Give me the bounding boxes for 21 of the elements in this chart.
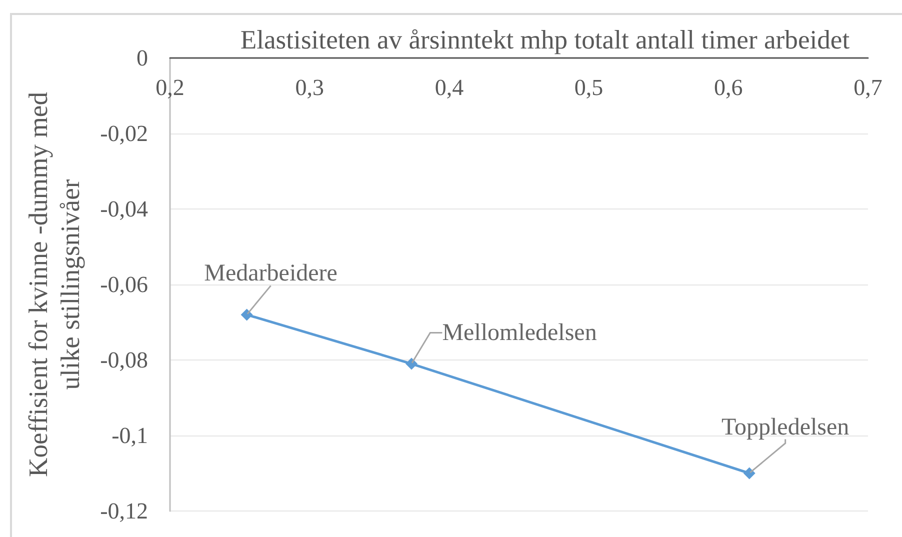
x-axis-title: Elastisiteten av årsinntekt mhp totalt antall timer arbeidet bbox=[240, 24, 850, 55]
x-tick-label: 0,4 bbox=[434, 75, 464, 100]
point bbox=[406, 358, 418, 370]
y-tick-label: -0,1 bbox=[112, 423, 148, 448]
y-tick-label: -0,04 bbox=[100, 196, 148, 222]
y-tick-label: -0,12 bbox=[100, 498, 148, 524]
x-tick-label: 0,2 bbox=[156, 75, 184, 100]
y-tick-label: -0,06 bbox=[100, 272, 148, 297]
point bbox=[743, 467, 756, 480]
x-tick-label: 0,7 bbox=[854, 75, 882, 100]
x-tick-label: 0,3 bbox=[295, 75, 324, 100]
x-tick-label: 0,5 bbox=[574, 75, 604, 100]
y-tick-label: -0,02 bbox=[100, 121, 148, 146]
y-tick-label: 0 bbox=[136, 46, 148, 70]
x-tick-label: 0,6 bbox=[714, 75, 743, 100]
annotation: Medarbeidere bbox=[204, 260, 338, 287]
y-tick-label: -0,08 bbox=[100, 348, 148, 372]
annotation: Toppledelsen bbox=[722, 414, 850, 440]
annotation: Mellomledelsen bbox=[442, 320, 597, 346]
point bbox=[240, 308, 253, 321]
y-axis-title: Koeffisient for kvinne -dummy med ulike stillingsnivåer bbox=[23, 92, 85, 478]
